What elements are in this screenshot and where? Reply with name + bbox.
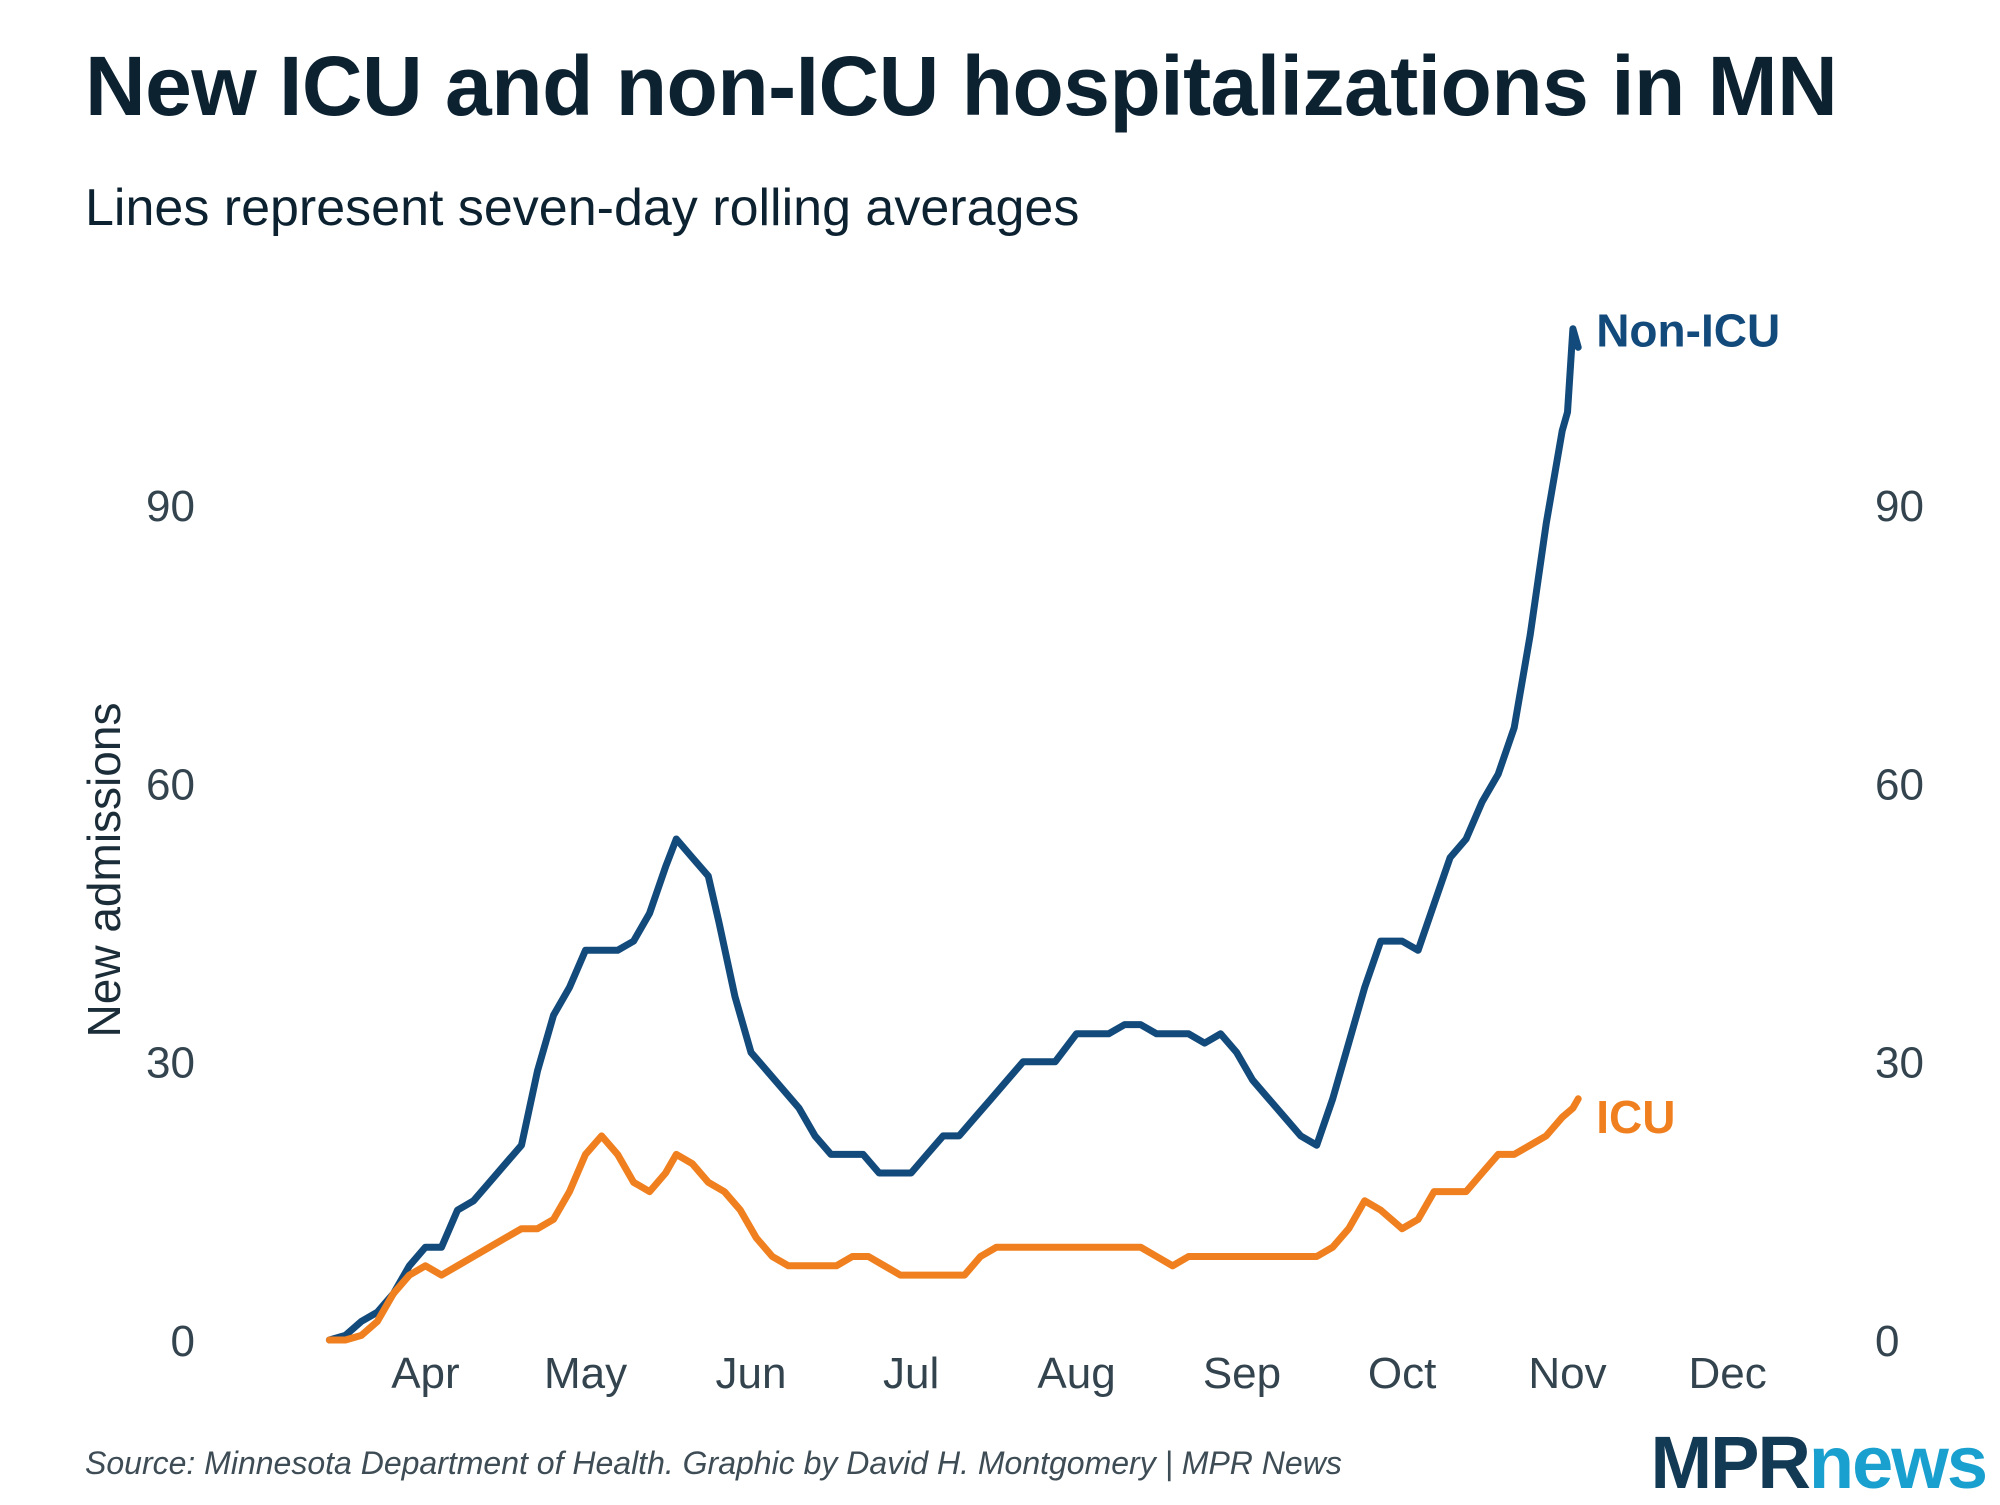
source-note: Source: Minnesota Department of Health. … xyxy=(85,1445,1342,1481)
series-labels: Non-ICU ICU xyxy=(1596,305,1780,1143)
x-tick-label: Apr xyxy=(391,1349,459,1398)
series-line-non-icu xyxy=(325,325,1582,1344)
logo-mpr-text: MPR xyxy=(1650,1421,1810,1504)
chart-subtitle: Lines represent seven-day rolling averag… xyxy=(85,179,1080,237)
x-tick-label: Oct xyxy=(1368,1349,1436,1398)
series-lines xyxy=(325,325,1582,1344)
x-tick-label: Nov xyxy=(1528,1349,1606,1398)
y-tick-label: 0 xyxy=(171,1317,195,1366)
y-tick-label-right: 90 xyxy=(1875,482,1924,531)
x-tick-label: May xyxy=(544,1349,627,1398)
mpr-news-logo: MPRnews xyxy=(1650,1420,1988,1505)
logo-news-text: news xyxy=(1808,1421,1988,1504)
y-axis-label: New admissions xyxy=(78,703,130,1038)
y-tick-label-right: 30 xyxy=(1875,1039,1924,1088)
y-tick-label-right: 60 xyxy=(1875,760,1924,809)
y-axis-left: 0 30 60 90 xyxy=(146,482,195,1366)
series-label-icu: ICU xyxy=(1596,1091,1675,1143)
series-line-icu xyxy=(325,1095,1582,1344)
x-tick-label: Jul xyxy=(883,1349,939,1398)
x-tick-label: Jun xyxy=(716,1349,787,1398)
y-tick-label-right: 0 xyxy=(1875,1317,1899,1366)
y-tick-label: 90 xyxy=(146,482,195,531)
y-tick-label: 30 xyxy=(146,1039,195,1088)
x-tick-label: Aug xyxy=(1037,1349,1115,1398)
y-axis-right: 0 30 60 90 xyxy=(1875,482,1924,1366)
x-tick-label: Sep xyxy=(1203,1349,1281,1398)
x-tick-label: Dec xyxy=(1689,1349,1767,1398)
series-label-non-icu: Non-ICU xyxy=(1596,305,1780,357)
x-axis: Apr May Jun Jul Aug Sep Oct Nov Dec xyxy=(391,1349,1767,1398)
chart-title: New ICU and non-ICU hospitalizations in … xyxy=(85,39,1838,133)
y-tick-label: 60 xyxy=(146,760,195,809)
